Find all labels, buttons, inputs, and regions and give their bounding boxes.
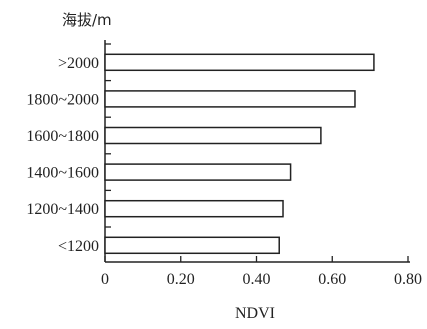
y-tick-label: 1400~1600 bbox=[26, 165, 99, 182]
y-tick-label: 1600~1800 bbox=[26, 128, 99, 145]
y-axis-title: 海拔/m bbox=[62, 11, 112, 29]
x-tick-label: 0.40 bbox=[243, 271, 271, 288]
x-tick-label: 0.20 bbox=[167, 271, 195, 288]
y-tick-label: 1800~2000 bbox=[26, 91, 99, 108]
y-tick-label: <1200 bbox=[58, 238, 99, 255]
bar bbox=[104, 126, 322, 145]
x-tick-labels: 0 0.20 0.40 0.60 0.80 bbox=[101, 271, 422, 288]
x-axis-title: NDVI bbox=[235, 305, 275, 322]
y-tick-label: >2000 bbox=[58, 55, 99, 72]
x-tick-label: 0.80 bbox=[394, 271, 422, 288]
bars bbox=[104, 53, 375, 255]
y-tick-labels: >2000 1800~2000 1600~1800 1400~1600 1200~140… bbox=[26, 55, 99, 255]
y-tick-label: 1200~1400 bbox=[26, 201, 99, 218]
x-tick-label: 0 bbox=[101, 271, 109, 288]
bar bbox=[104, 163, 292, 181]
axes bbox=[104, 40, 410, 263]
bar bbox=[104, 90, 356, 108]
x-tick-label: 0.60 bbox=[318, 271, 346, 288]
bar bbox=[104, 199, 284, 218]
bar bbox=[104, 236, 280, 255]
bar bbox=[104, 53, 375, 72]
